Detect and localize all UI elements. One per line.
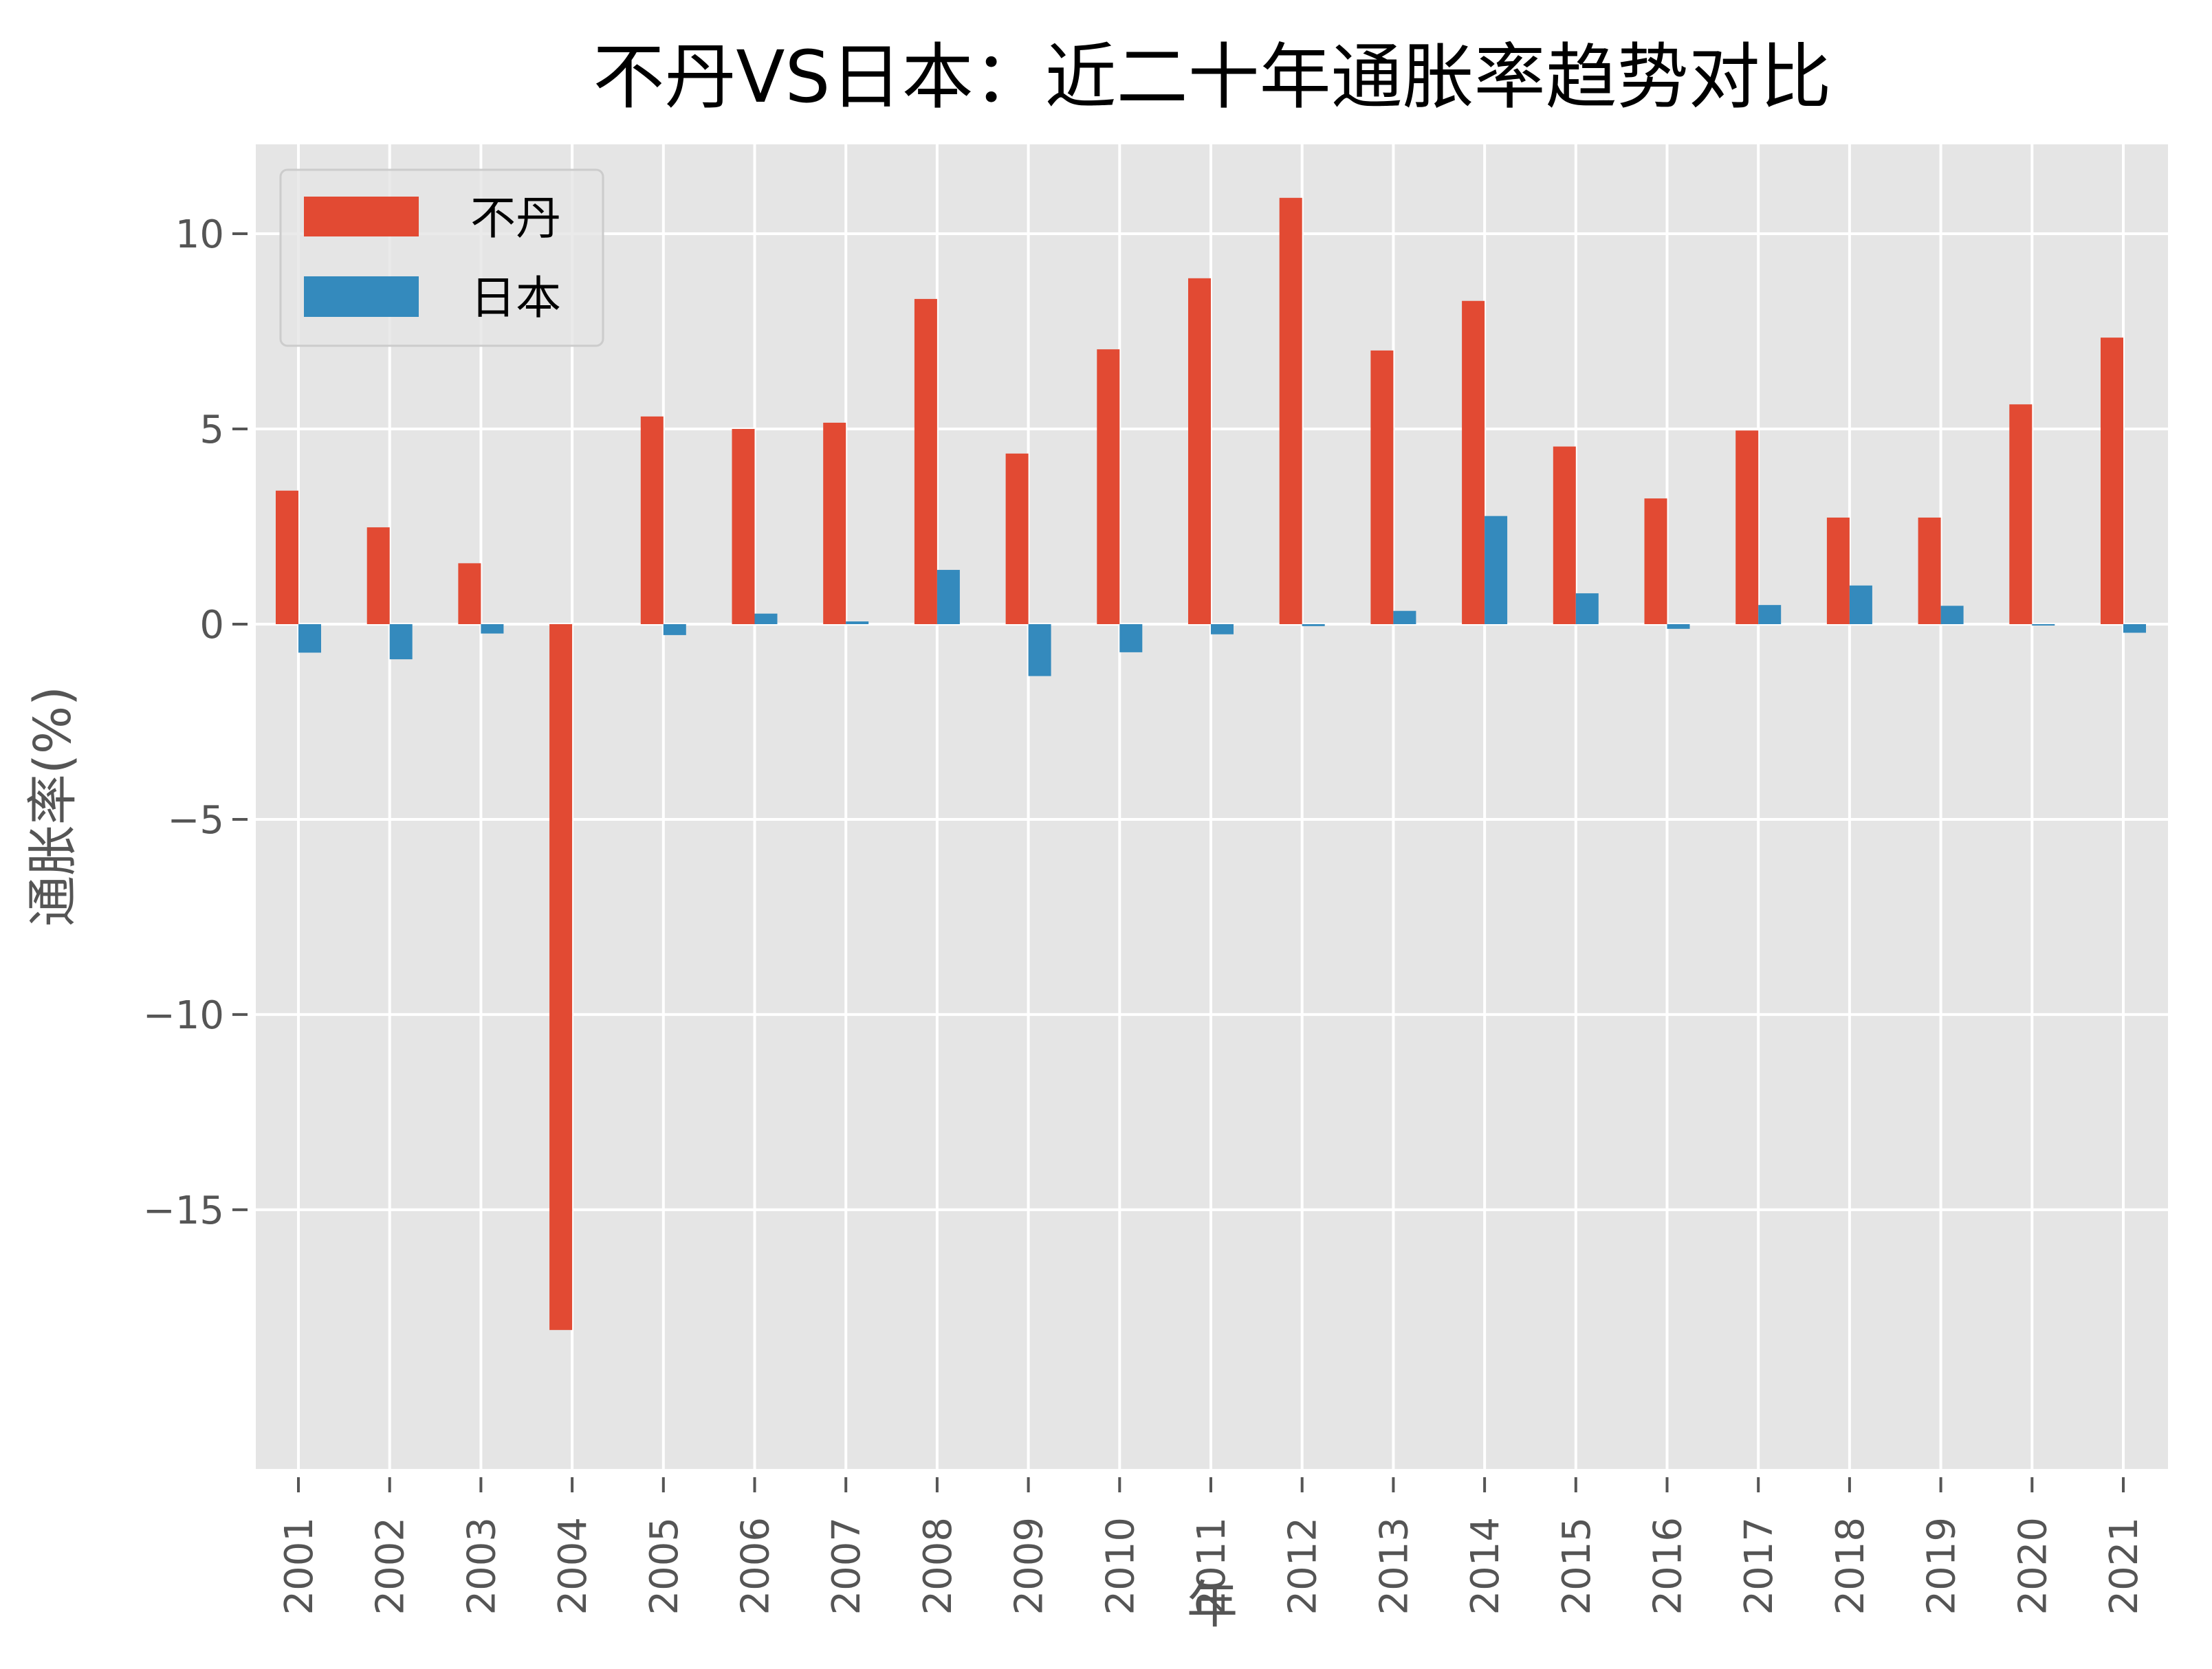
- bar-bhutan-2008: [914, 298, 937, 624]
- horizontal-gridlines: [256, 232, 2168, 1211]
- x-tick-label: 2009: [1007, 1517, 1052, 1615]
- bar-japan-2001: [298, 623, 321, 653]
- legend-swatch-bhutan: [304, 197, 419, 236]
- bar-series: [276, 197, 2146, 1330]
- bar-bhutan-2011: [1188, 278, 1211, 624]
- bar-bhutan-2017: [1735, 430, 1759, 624]
- bar-japan-2006: [754, 613, 778, 624]
- x-tick-label: 2014: [1463, 1517, 1508, 1615]
- bar-bhutan-2003: [458, 563, 481, 624]
- bar-japan-2005: [663, 623, 686, 635]
- bar-japan-2016: [1667, 623, 1690, 629]
- x-tick-label: 2005: [642, 1517, 687, 1615]
- bar-bhutan-2014: [1462, 300, 1485, 624]
- x-tick-label: 2007: [824, 1517, 869, 1615]
- bar-bhutan-2020: [2009, 404, 2033, 624]
- x-tick-label: 2010: [1098, 1517, 1143, 1615]
- legend: 不丹 日本: [279, 168, 604, 347]
- x-tick-label: 2001: [277, 1517, 322, 1615]
- x-tick-label: 2013: [1372, 1517, 1416, 1615]
- bar-bhutan-2019: [1918, 517, 1941, 624]
- bar-japan-2013: [1393, 610, 1416, 624]
- bar-japan-2008: [937, 570, 960, 624]
- y-tick-label: −15: [143, 1189, 224, 1233]
- bar-bhutan-2013: [1370, 350, 1394, 624]
- bar-japan-2014: [1485, 516, 1508, 624]
- bar-japan-2012: [1302, 623, 1325, 626]
- x-axis-ticks: 2001 2002 2003 2004 2005 2006 2007 2008 2009 2010…: [277, 1477, 2147, 1615]
- x-tick-label: 2008: [916, 1517, 961, 1615]
- x-tick-label: 2018: [1828, 1517, 1873, 1615]
- bar-japan-2003: [481, 623, 504, 634]
- x-tick-label: 2004: [551, 1517, 595, 1615]
- y-axis-label: 通胀率(%): [23, 686, 83, 927]
- x-tick-label: 2003: [459, 1517, 504, 1615]
- y-tick-label: 5: [199, 408, 224, 452]
- legend-label-bhutan: 不丹: [470, 192, 561, 245]
- bar-japan-2019: [1940, 606, 1964, 624]
- bar-bhutan-2002: [366, 527, 390, 624]
- x-axis-label: 年: [1187, 1576, 1238, 1635]
- bar-japan-2017: [1758, 605, 1782, 624]
- y-tick-label: −10: [143, 993, 224, 1038]
- x-tick-label: 2020: [2011, 1517, 2055, 1615]
- y-tick-label: 0: [199, 603, 224, 648]
- bar-bhutan-2001: [276, 490, 298, 624]
- x-tick-label: 2012: [1281, 1517, 1326, 1615]
- legend-label-japan: 日本: [470, 272, 561, 324]
- x-tick-label: 2019: [1920, 1517, 1964, 1615]
- y-axis-ticks: −15 −10 −5 0 5 10: [143, 212, 248, 1233]
- bar-japan-2007: [846, 621, 869, 624]
- y-tick-label: 10: [175, 212, 224, 257]
- bar-japan-2020: [2032, 623, 2055, 626]
- x-tick-label: 2021: [2102, 1517, 2147, 1615]
- legend-swatch-japan: [304, 276, 419, 317]
- bar-bhutan-2012: [1279, 197, 1302, 624]
- bar-bhutan-2007: [823, 422, 846, 624]
- bar-japan-2015: [1575, 593, 1599, 624]
- x-tick-label: 2015: [1555, 1517, 1599, 1615]
- bar-bhutan-2016: [1644, 498, 1667, 624]
- bar-japan-2011: [1211, 623, 1234, 634]
- bar-japan-2009: [1028, 623, 1051, 676]
- bar-bhutan-2018: [1826, 517, 1850, 624]
- chart-title: 不丹VS日本：近二十年通胀率趋势对比: [593, 35, 1831, 119]
- bar-bhutan-2015: [1553, 446, 1576, 624]
- x-tick-label: 2016: [1646, 1517, 1691, 1615]
- x-tick-label: 2006: [734, 1517, 778, 1615]
- bar-japan-2021: [2123, 623, 2146, 633]
- bar-japan-2010: [1119, 623, 1143, 652]
- bar-bhutan-2009: [1005, 453, 1029, 624]
- bar-japan-2002: [389, 623, 413, 660]
- bar-bhutan-2004: [549, 623, 573, 1330]
- x-tick-label: 2011: [1190, 1517, 1234, 1615]
- bar-bhutan-2010: [1097, 349, 1120, 624]
- bar-bhutan-2005: [640, 416, 664, 624]
- y-tick-label: −5: [167, 798, 224, 843]
- x-tick-label: 2002: [369, 1517, 413, 1615]
- x-tick-label: 2017: [1737, 1517, 1782, 1615]
- bar-bhutan-2021: [2101, 338, 2123, 624]
- bar-japan-2018: [1849, 585, 1872, 624]
- bar-bhutan-2006: [732, 429, 755, 624]
